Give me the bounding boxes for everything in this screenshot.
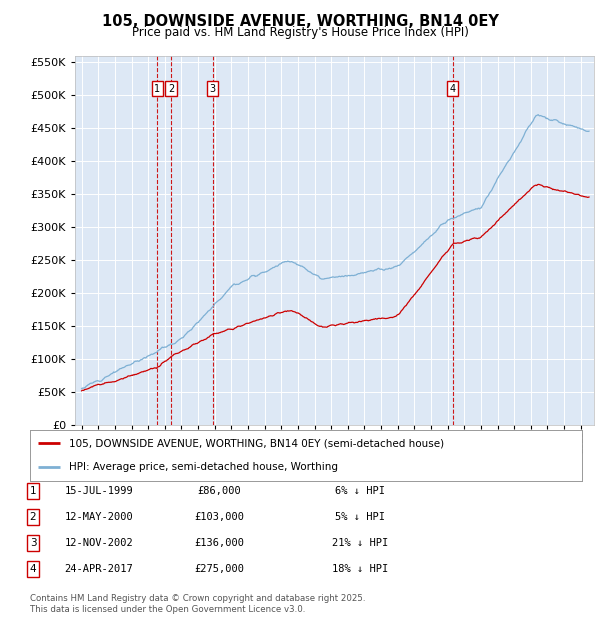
Text: 2: 2 xyxy=(29,512,37,522)
Text: £275,000: £275,000 xyxy=(194,564,244,574)
Text: 3: 3 xyxy=(209,84,215,94)
Text: 5% ↓ HPI: 5% ↓ HPI xyxy=(335,512,385,522)
Text: 3: 3 xyxy=(29,538,37,548)
Text: Price paid vs. HM Land Registry's House Price Index (HPI): Price paid vs. HM Land Registry's House … xyxy=(131,26,469,39)
Text: 2: 2 xyxy=(168,84,174,94)
Text: 18% ↓ HPI: 18% ↓ HPI xyxy=(332,564,388,574)
Text: 24-APR-2017: 24-APR-2017 xyxy=(65,564,133,574)
Text: £136,000: £136,000 xyxy=(194,538,244,548)
Text: 12-MAY-2000: 12-MAY-2000 xyxy=(65,512,133,522)
Text: 1: 1 xyxy=(154,84,160,94)
Text: 4: 4 xyxy=(450,84,456,94)
Text: 1: 1 xyxy=(29,486,37,496)
Text: 12-NOV-2002: 12-NOV-2002 xyxy=(65,538,133,548)
Text: 15-JUL-1999: 15-JUL-1999 xyxy=(65,486,133,496)
Text: 4: 4 xyxy=(29,564,37,574)
Text: 105, DOWNSIDE AVENUE, WORTHING, BN14 0EY (semi-detached house): 105, DOWNSIDE AVENUE, WORTHING, BN14 0EY… xyxy=(68,438,444,448)
Text: 6% ↓ HPI: 6% ↓ HPI xyxy=(335,486,385,496)
Text: HPI: Average price, semi-detached house, Worthing: HPI: Average price, semi-detached house,… xyxy=(68,462,338,472)
Text: Contains HM Land Registry data © Crown copyright and database right 2025.
This d: Contains HM Land Registry data © Crown c… xyxy=(30,595,365,614)
Text: 21% ↓ HPI: 21% ↓ HPI xyxy=(332,538,388,548)
Text: 105, DOWNSIDE AVENUE, WORTHING, BN14 0EY: 105, DOWNSIDE AVENUE, WORTHING, BN14 0EY xyxy=(101,14,499,29)
Text: £86,000: £86,000 xyxy=(197,486,241,496)
Text: £103,000: £103,000 xyxy=(194,512,244,522)
